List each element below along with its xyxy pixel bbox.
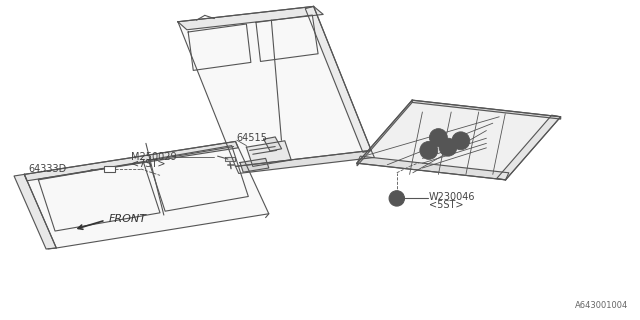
Polygon shape xyxy=(24,141,238,181)
Text: <7ST>: <7ST> xyxy=(131,159,166,169)
Polygon shape xyxy=(497,115,561,180)
Polygon shape xyxy=(264,137,282,151)
Bar xyxy=(104,166,115,172)
Polygon shape xyxy=(178,6,371,166)
Polygon shape xyxy=(178,6,323,30)
Polygon shape xyxy=(236,150,374,173)
Text: FRONT: FRONT xyxy=(109,213,147,224)
Circle shape xyxy=(452,132,470,150)
Polygon shape xyxy=(188,24,251,70)
Polygon shape xyxy=(357,100,561,180)
Text: <5ST>: <5ST> xyxy=(429,200,463,210)
Polygon shape xyxy=(357,156,509,180)
Polygon shape xyxy=(225,157,235,161)
Text: A643001004: A643001004 xyxy=(575,301,628,310)
Polygon shape xyxy=(14,174,56,249)
Polygon shape xyxy=(357,100,412,166)
Polygon shape xyxy=(24,141,269,248)
Circle shape xyxy=(420,141,438,159)
Circle shape xyxy=(389,191,404,206)
Circle shape xyxy=(429,129,447,147)
Circle shape xyxy=(439,138,457,156)
Text: M250029: M250029 xyxy=(131,152,177,162)
Polygon shape xyxy=(412,100,561,119)
Text: 64515: 64515 xyxy=(237,133,268,143)
Polygon shape xyxy=(305,6,371,152)
Text: W230046: W230046 xyxy=(429,192,476,202)
Text: 64333D: 64333D xyxy=(29,164,67,174)
Polygon shape xyxy=(256,15,318,61)
Polygon shape xyxy=(246,141,291,166)
Polygon shape xyxy=(240,158,269,172)
